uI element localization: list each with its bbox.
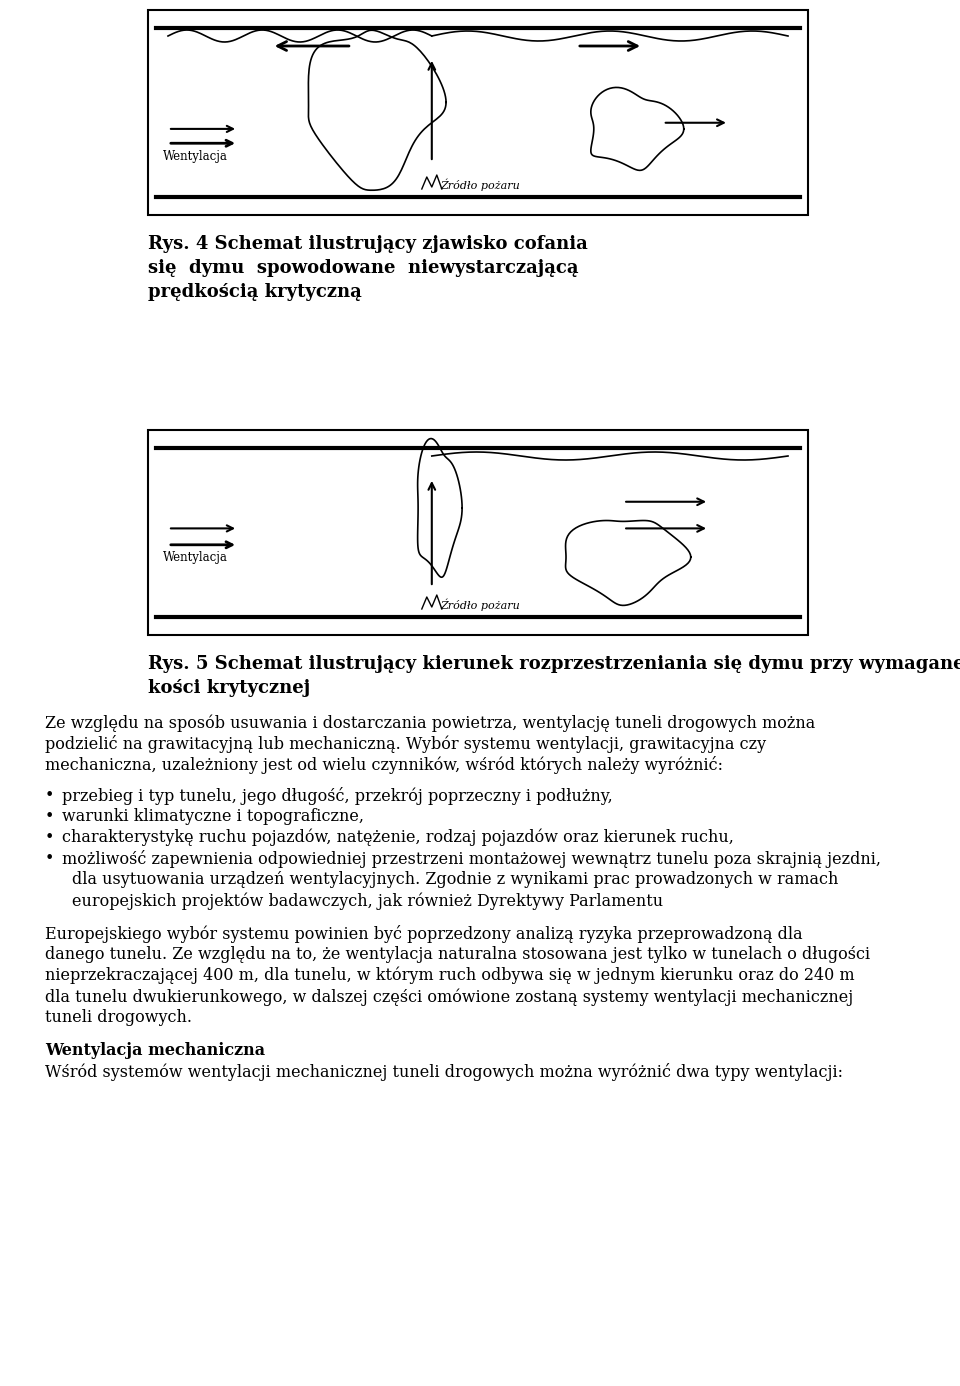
Text: dla tunelu dwukierunkowego, w dalszej części omówione zostaną systemy wentylacji: dla tunelu dwukierunkowego, w dalszej cz… [45,988,853,1005]
Text: się  dymu  spowodowane  niewystarczającą: się dymu spowodowane niewystarczającą [148,259,579,277]
Text: dla usytuowania urządzeń wentylacyjnych. Zgodnie z wynikami prac prowadzonych w : dla usytuowania urządzeń wentylacyjnych.… [72,870,838,888]
Text: Źródło pożaru: Źródło pożaru [440,179,519,191]
Bar [148,10,808,215]
Text: danego tunelu. Ze względu na to, że wentylacja naturalna stosowana jest tylko w : danego tunelu. Ze względu na to, że went… [45,947,870,963]
Text: prędkością krytyczną: prędkością krytyczną [148,283,362,301]
Text: Wśród systemów wentylacji mechanicznej tuneli drogowych można wyróżnić dwa typy : Wśród systemów wentylacji mechanicznej t… [45,1063,843,1081]
Text: tuneli drogowych.: tuneli drogowych. [45,1009,192,1026]
Text: Ze względu na sposób usuwania i dostarczania powietrza, wentylację tuneli drogow: Ze względu na sposób usuwania i dostarcz… [45,714,815,732]
Text: Rys. 4 Schemat ilustrujący zjawisko cofania: Rys. 4 Schemat ilustrujący zjawisko cofa… [148,236,588,254]
Text: Wentylacja: Wentylacja [163,150,228,162]
Text: nieprzekraczającej 400 m, dla tunelu, w którym ruch odbywa się w jednym kierunku: nieprzekraczającej 400 m, dla tunelu, w … [45,967,854,984]
Text: możliwość zapewnienia odpowiedniej przestrzeni montażowej wewnątrz tunelu poza s: możliwość zapewnienia odpowiedniej przes… [62,850,881,868]
Text: Źródło pożaru: Źródło pożaru [440,599,519,611]
Text: przebieg i typ tunelu, jego długość, przekrój poprzeczny i podłużny,: przebieg i typ tunelu, jego długość, prz… [62,787,612,805]
Text: charakterystykę ruchu pojazdów, natężenie, rodzaj pojazdów oraz kierunek ruchu,: charakterystykę ruchu pojazdów, natężeni… [62,829,733,847]
Text: Wentylacja: Wentylacja [163,552,228,564]
Text: podzielić na grawitacyjną lub mechaniczną. Wybór systemu wentylacji, grawitacyjn: podzielić na grawitacyjną lub mechaniczn… [45,735,766,753]
Text: Rys. 5 Schemat ilustrujący kierunek rozprzestrzeniania się dymu przy wymaganej p: Rys. 5 Schemat ilustrujący kierunek rozp… [148,656,960,674]
Text: kości krytycznej: kości krytycznej [148,679,310,697]
Text: Europejskiego wybór systemu powinien być poprzedzony analizą ryzyka przeprowadzo: Europejskiego wybór systemu powinien być… [45,924,803,942]
Text: •: • [45,850,55,868]
Text: Wentylacja mechaniczna: Wentylacja mechaniczna [45,1042,265,1059]
Text: europejskich projektów badawczych, jak również Dyrektywy Parlamentu: europejskich projektów badawczych, jak r… [72,893,663,909]
Bar [148,430,808,635]
Text: •: • [45,808,55,825]
Text: warunki klimatyczne i topograficzne,: warunki klimatyczne i topograficzne, [62,808,364,825]
Text: •: • [45,829,55,845]
Text: •: • [45,787,55,804]
Text: mechaniczna, uzależniony jest od wielu czynników, wśród których należy wyróżnić:: mechaniczna, uzależniony jest od wielu c… [45,755,723,773]
